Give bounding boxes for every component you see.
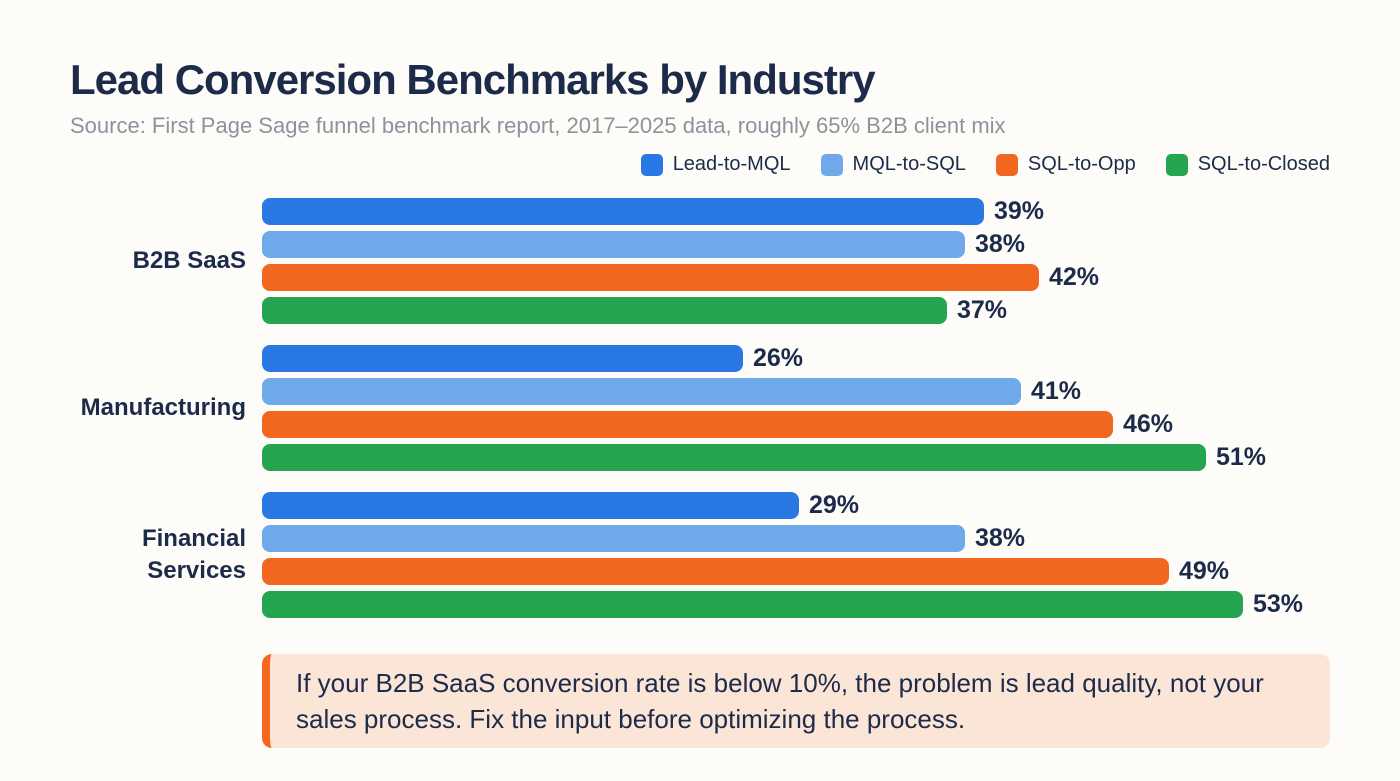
category-label: B2B SaaS [132, 247, 246, 274]
bar-lead-to-mql [262, 492, 799, 519]
bar-mql-to-sql [262, 525, 965, 552]
legend-label: MQL-to-SQL [852, 153, 966, 175]
category-label: Manufacturing [80, 394, 246, 421]
bar-mql-to-sql [262, 378, 1021, 405]
bar-value: 53% [1253, 590, 1304, 618]
legend-item-lead-to-mql: Lead-to-MQL [640, 153, 791, 176]
legend-item-sql-to-closed: SQL-to-Closed [1165, 153, 1330, 176]
chart-group-b2b-saas: B2B SaaS 39% 38% 42% 37% [70, 197, 1360, 324]
bar-lead-to-mql [262, 198, 984, 225]
bar-stack: 26% 41% 46% 51% [262, 344, 1360, 471]
bar-sql-to-opp [262, 264, 1039, 291]
bar-row: 29% [262, 491, 1360, 519]
category-label: Financial Services [141, 525, 246, 584]
bar-row: 51% [262, 443, 1360, 471]
bar-value: 51% [1216, 443, 1267, 471]
legend-label: Lead-to-MQL [672, 153, 791, 175]
bar-row: 39% [262, 197, 1360, 225]
bar-row: 41% [262, 377, 1360, 405]
bar-chart: B2B SaaS 39% 38% 42% 37% Manufacturing 26% 41% 4… [70, 197, 1360, 618]
bar-value: 39% [994, 197, 1045, 225]
bar-value: 46% [1123, 410, 1174, 438]
bar-sql-to-opp [262, 411, 1113, 438]
bar-row: 53% [262, 590, 1360, 618]
bar-value: 29% [809, 491, 860, 519]
bar-row: 37% [262, 296, 1360, 324]
legend-label: SQL-to-Opp [1027, 153, 1136, 175]
bar-row: 49% [262, 557, 1360, 585]
callout-box: If your B2B SaaS conversion rate is belo… [262, 654, 1330, 748]
bar-value: 42% [1049, 263, 1100, 291]
bar-value: 26% [753, 344, 804, 372]
bar-stack: 29% 38% 49% 53% [262, 491, 1360, 618]
legend-label: SQL-to-Closed [1197, 153, 1330, 175]
bar-value: 49% [1179, 557, 1230, 585]
legend-swatch-mql-to-sql [820, 153, 843, 176]
bar-stack: 39% 38% 42% 37% [262, 197, 1360, 324]
legend-swatch-lead-to-mql [640, 153, 663, 176]
bar-sql-to-closed [262, 444, 1206, 471]
chart-legend: Lead-to-MQL MQL-to-SQL SQL-to-Opp SQL-to-Cl… [640, 153, 1330, 176]
bar-mql-to-sql [262, 231, 965, 258]
legend-item-sql-to-opp: SQL-to-Opp [995, 153, 1136, 176]
bar-row: 46% [262, 410, 1360, 438]
bar-row: 38% [262, 524, 1360, 552]
bar-sql-to-closed [262, 297, 947, 324]
bar-value: 38% [975, 524, 1026, 552]
page-subtitle: Source: First Page Sage funnel benchmark… [70, 113, 1006, 138]
bar-row: 42% [262, 263, 1360, 291]
bar-row: 26% [262, 344, 1360, 372]
bar-sql-to-closed [262, 591, 1243, 618]
chart-group-financial-services: Financial Services 29% 38% 49% 53% [70, 491, 1360, 618]
legend-item-mql-to-sql: MQL-to-SQL [820, 153, 966, 176]
bar-value: 41% [1031, 377, 1082, 405]
page-title: Lead Conversion Benchmarks by Industry [70, 56, 876, 103]
callout-text: If your B2B SaaS conversion rate is belo… [296, 668, 1264, 734]
bar-value: 38% [975, 230, 1026, 258]
chart-group-manufacturing: Manufacturing 26% 41% 46% 51% [70, 344, 1360, 471]
legend-swatch-sql-to-closed [1165, 153, 1188, 176]
bar-value: 37% [957, 296, 1008, 324]
bar-sql-to-opp [262, 558, 1169, 585]
legend-swatch-sql-to-opp [995, 153, 1018, 176]
bar-row: 38% [262, 230, 1360, 258]
bar-lead-to-mql [262, 345, 743, 372]
